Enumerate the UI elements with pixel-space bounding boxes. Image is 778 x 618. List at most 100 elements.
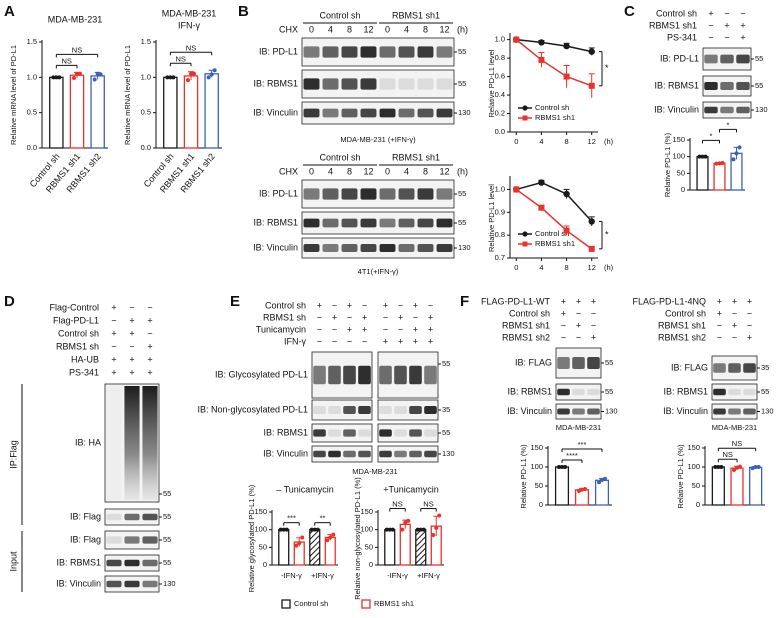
blot-band (360, 244, 377, 252)
chart-title: – Tunicamycin (276, 484, 334, 494)
blot-band (398, 46, 415, 58)
column-label: 0 (385, 166, 390, 176)
blot-band (379, 218, 396, 228)
annotation: * (605, 230, 609, 240)
blot-band (398, 78, 415, 90)
blot-band (557, 388, 570, 396)
y-tick-label: 150 (530, 443, 543, 452)
x-tick-label: 0 (514, 263, 518, 272)
blot-band (720, 82, 734, 90)
blot-band (358, 406, 371, 414)
blot-band (736, 106, 750, 114)
data-point (328, 535, 333, 540)
data-point (400, 527, 405, 532)
data-point (738, 464, 742, 469)
blot-band (341, 244, 358, 252)
data-point (51, 75, 56, 80)
condition-sign: − (724, 32, 729, 42)
condition-sign: − (347, 312, 352, 322)
data-point (719, 465, 724, 469)
condition-sign: + (561, 308, 566, 318)
blot-band (587, 408, 600, 415)
blot-band (394, 406, 407, 414)
condition-sign: + (111, 354, 116, 364)
condition-sign: − (129, 302, 134, 312)
row-label: IB: Flag (70, 511, 101, 521)
column-label: 12 (439, 166, 449, 176)
condition-sign: − (332, 336, 337, 346)
blot-band (436, 244, 453, 252)
data-point (300, 535, 305, 540)
condition-sign: + (413, 300, 418, 310)
data-point (75, 71, 79, 76)
data-point (753, 465, 758, 469)
blot-band (358, 450, 371, 458)
condition-sign: + (147, 354, 152, 364)
y-tick-label: 1.0 (495, 184, 505, 193)
mw-label: 55 (755, 54, 763, 63)
blot-band (743, 388, 756, 396)
column-label: 0 (309, 166, 314, 176)
mw-label: 55 (163, 535, 171, 544)
data-point (192, 71, 196, 76)
mw-label: 55 (458, 189, 466, 198)
condition-sign: + (428, 336, 433, 346)
mw-label: 55 (458, 218, 466, 227)
column-unit: (h) (457, 166, 468, 176)
blot-band (379, 365, 392, 385)
blot-band (436, 78, 453, 90)
blot-band (417, 78, 434, 90)
condition-sign: − (147, 302, 152, 312)
blot-band (720, 106, 734, 114)
marker (538, 179, 545, 186)
y-tick-label: 0.8 (495, 230, 505, 239)
data-point (206, 75, 211, 80)
blot-band (328, 406, 341, 414)
series-line (515, 188, 593, 250)
x-tick-label: 0 (514, 137, 518, 146)
condition-sign: − (317, 312, 322, 322)
marker (513, 36, 520, 43)
condition-sign: + (129, 367, 134, 377)
blot-band (328, 429, 341, 437)
mw-label: 55 (761, 387, 769, 396)
data-point (716, 465, 721, 469)
y-tick-label: 50 (535, 481, 543, 490)
y-tick-label: 100 (672, 152, 685, 161)
blot-band (379, 46, 396, 58)
condition-sign: + (747, 332, 752, 342)
blot-band (436, 46, 453, 58)
condition-sign: − (740, 8, 745, 18)
panel-letter: E (230, 293, 240, 310)
condition-sign: − (398, 300, 403, 310)
chart-title: MDA-MB-231 (48, 14, 103, 24)
condition-sign: + (362, 312, 367, 322)
data-point (387, 527, 392, 532)
blot-band (557, 357, 570, 369)
chart-title: +Tunicamycin (383, 484, 438, 494)
bar (713, 162, 726, 191)
condition-sign: − (717, 332, 722, 342)
blot-band (379, 78, 396, 90)
mw-label: 55 (605, 387, 613, 396)
mw-label: 130 (755, 105, 768, 114)
condition-sign: + (591, 332, 596, 342)
blot-band (417, 46, 434, 58)
y-tick-label: 100 (254, 525, 267, 534)
data-point (72, 76, 76, 81)
bar (730, 467, 744, 506)
blot-caption: 4T1(+IFN-γ) (358, 267, 399, 276)
blot-band (424, 406, 437, 414)
y-axis-label: Relative PD-L1 (%) (519, 444, 528, 509)
mw-label: 55 (442, 428, 450, 437)
blot-band (106, 580, 122, 588)
legend-marker (522, 105, 528, 111)
condition-label: Control sh (265, 300, 306, 310)
comparison-label: NS (61, 56, 71, 65)
y-axis-label: Relative glycosylated PD-L1 (%) (247, 484, 256, 592)
condition-sign: − (413, 312, 418, 322)
y-tick-label: 50 (692, 481, 700, 490)
condition-sign: + (747, 296, 752, 306)
column-label: 4 (328, 166, 333, 176)
comparison-label: NS (175, 54, 185, 63)
